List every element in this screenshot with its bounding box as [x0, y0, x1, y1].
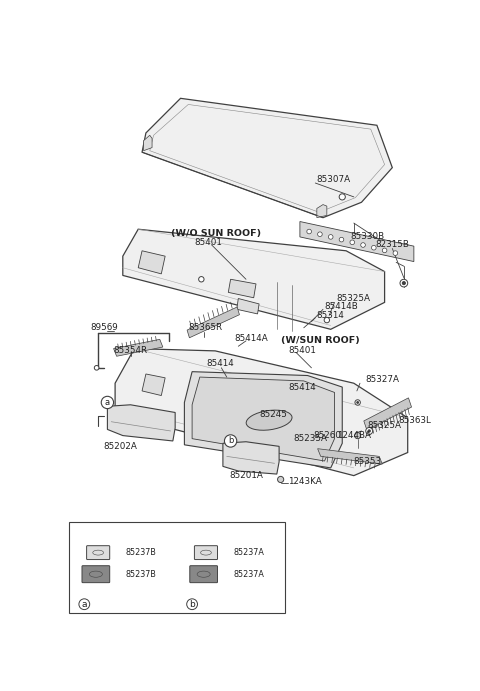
FancyBboxPatch shape [82, 566, 110, 583]
Polygon shape [318, 448, 382, 464]
Circle shape [101, 397, 114, 408]
Ellipse shape [246, 410, 292, 430]
Polygon shape [192, 377, 335, 461]
Text: a: a [82, 600, 87, 609]
Circle shape [382, 248, 387, 253]
Text: 85235A: 85235A [294, 434, 328, 443]
Text: 85354R: 85354R [114, 346, 148, 355]
Circle shape [79, 599, 90, 609]
Text: 82315B: 82315B [375, 240, 409, 249]
Text: 85307A: 85307A [317, 176, 351, 184]
Polygon shape [123, 229, 384, 330]
Circle shape [94, 366, 99, 370]
Text: 85245: 85245 [260, 410, 288, 419]
Text: 85401: 85401 [194, 238, 222, 247]
Text: 85237B: 85237B [126, 569, 157, 578]
Polygon shape [115, 348, 408, 475]
Text: 85325A: 85325A [337, 294, 371, 303]
Text: 85237A: 85237A [234, 548, 264, 557]
Polygon shape [187, 307, 240, 338]
Text: 85414B: 85414B [324, 302, 358, 311]
Text: b: b [189, 600, 195, 609]
Circle shape [328, 235, 333, 239]
Circle shape [357, 401, 359, 404]
FancyBboxPatch shape [190, 566, 217, 583]
Circle shape [199, 276, 204, 282]
Text: 85237B: 85237B [126, 548, 157, 557]
Text: 89569: 89569 [90, 323, 118, 332]
FancyBboxPatch shape [194, 546, 217, 560]
Text: 85202A: 85202A [104, 442, 137, 451]
Circle shape [393, 251, 398, 256]
Text: 85363L: 85363L [398, 416, 432, 425]
Circle shape [368, 430, 371, 432]
FancyBboxPatch shape [86, 546, 110, 560]
Text: a: a [105, 398, 110, 407]
Polygon shape [300, 222, 414, 262]
Text: 85401: 85401 [288, 346, 316, 354]
Polygon shape [108, 405, 175, 441]
Polygon shape [142, 98, 392, 218]
Circle shape [225, 435, 237, 447]
Text: 85260: 85260 [314, 431, 342, 440]
Circle shape [400, 279, 408, 287]
Circle shape [361, 243, 365, 247]
Circle shape [187, 599, 197, 609]
Text: 85365R: 85365R [188, 323, 222, 332]
Text: 85330B: 85330B [350, 232, 384, 241]
FancyBboxPatch shape [288, 441, 303, 452]
Polygon shape [142, 374, 165, 395]
Text: 85414: 85414 [288, 383, 316, 392]
Text: 85325A: 85325A [368, 421, 402, 430]
FancyBboxPatch shape [69, 522, 285, 613]
Polygon shape [114, 339, 163, 357]
Circle shape [402, 281, 406, 285]
Polygon shape [228, 279, 256, 298]
Polygon shape [223, 442, 279, 474]
Text: 85414A: 85414A [234, 334, 268, 343]
Text: 85314: 85314 [317, 311, 345, 320]
Circle shape [307, 229, 312, 234]
Text: 85237A: 85237A [234, 569, 264, 578]
Circle shape [318, 232, 322, 236]
Polygon shape [237, 299, 259, 314]
Circle shape [355, 433, 361, 439]
Text: 85414: 85414 [206, 359, 234, 368]
Text: 1244BA: 1244BA [337, 431, 371, 440]
Text: 85353: 85353 [354, 457, 382, 466]
FancyBboxPatch shape [299, 440, 318, 453]
Text: 1243KA: 1243KA [288, 477, 322, 486]
Text: b: b [228, 437, 233, 446]
Polygon shape [364, 398, 411, 430]
Circle shape [372, 245, 376, 250]
Circle shape [324, 317, 330, 323]
Circle shape [350, 240, 355, 245]
Circle shape [339, 193, 345, 200]
Circle shape [355, 400, 360, 405]
Polygon shape [317, 205, 327, 218]
Polygon shape [184, 372, 342, 468]
Text: (W/SUN ROOF): (W/SUN ROOF) [281, 337, 360, 346]
Text: 85327A: 85327A [365, 375, 399, 384]
Circle shape [277, 476, 284, 482]
Polygon shape [138, 251, 165, 274]
Text: 85201A: 85201A [229, 471, 263, 480]
Circle shape [366, 428, 372, 435]
Polygon shape [144, 135, 152, 151]
Circle shape [339, 237, 344, 242]
Text: (W/O SUN ROOF): (W/O SUN ROOF) [171, 229, 262, 238]
